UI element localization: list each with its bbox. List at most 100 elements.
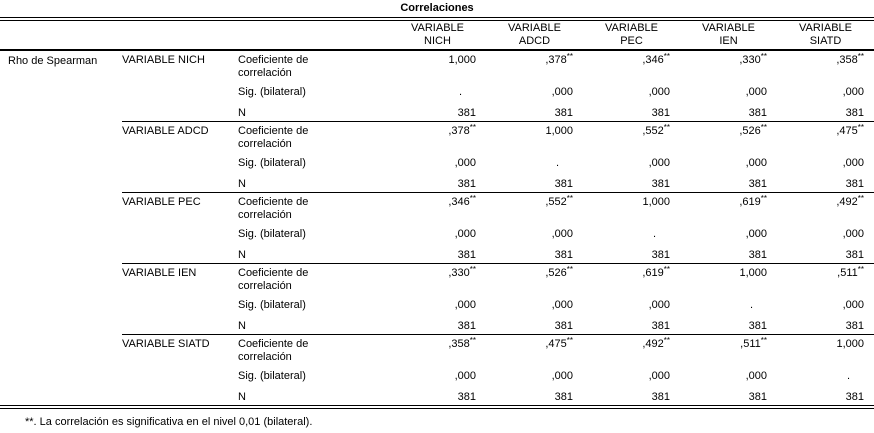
table-row: Sig. (bilateral) . ,000 ,000 ,000 ,000	[122, 83, 874, 104]
sig-value: ,000	[745, 228, 767, 240]
table-row: Sig. (bilateral) ,000 ,000 ,000 . ,000	[122, 296, 874, 317]
significance-asterisks: **	[566, 194, 573, 203]
significance-asterisks: **	[857, 123, 864, 132]
n-value: 381	[457, 107, 476, 119]
coef-value: ,619**	[642, 265, 670, 279]
n-value: 381	[651, 391, 670, 403]
coef-value: ,358**	[448, 336, 476, 350]
coef-value: ,552**	[642, 123, 670, 137]
n-value: 381	[457, 320, 476, 332]
significance-asterisks: **	[857, 52, 864, 61]
table-row: N 381 381 381 381 381	[122, 104, 874, 121]
header-rule	[0, 49, 874, 51]
table-row: N 381 381 381 381 381	[122, 246, 874, 263]
coef-value: ,346**	[448, 194, 476, 208]
variable-label: VARIABLE PEC	[122, 196, 201, 208]
coef-value: 1,000	[642, 196, 670, 208]
coef-value: ,511**	[837, 265, 864, 279]
sig-value: ,000	[648, 86, 670, 98]
coef-value: 1,000	[836, 338, 864, 350]
n-value: 381	[457, 391, 476, 403]
n-value: 381	[651, 320, 670, 332]
stat-label: N	[238, 249, 246, 261]
stat-label: N	[238, 107, 246, 119]
table-row: N 381 381 381 381 381	[122, 388, 874, 405]
sig-value: ,000	[551, 370, 573, 382]
significance-asterisks: **	[469, 194, 476, 203]
significance-asterisks: **	[760, 336, 767, 345]
block-siatd: VARIABLE SIATD Coeficiente de correlació…	[122, 334, 874, 405]
table-row: VARIABLE PEC Coeficiente de correlación …	[122, 193, 874, 225]
n-value: 381	[554, 178, 573, 190]
coef-value: 1,000	[545, 125, 573, 137]
n-value: 381	[554, 249, 573, 261]
table-row: VARIABLE NICH Coeficiente de correlación…	[122, 51, 874, 83]
corner-spacer	[0, 21, 389, 49]
variable-label: VARIABLE SIATD	[122, 338, 210, 350]
significance-asterisks: **	[469, 265, 476, 274]
n-value: 381	[651, 178, 670, 190]
n-value: 381	[845, 391, 864, 403]
sig-value: ,000	[745, 86, 767, 98]
variable-blocks: VARIABLE NICH Coeficiente de correlación…	[122, 51, 874, 405]
stat-label: N	[238, 391, 246, 403]
column-header-ien: VARIABLE IEN	[702, 22, 755, 47]
n-value: 381	[457, 249, 476, 261]
column-header-siatd: VARIABLE SIATD	[799, 22, 852, 47]
stat-label: Sig. (bilateral)	[238, 228, 306, 240]
coef-value: ,526**	[545, 265, 573, 279]
column-header-adcd: VARIABLE ADCD	[508, 22, 561, 47]
stat-label: Coeficiente de correlación	[238, 267, 309, 292]
stat-label: Coeficiente de correlación	[238, 125, 309, 150]
coef-value: ,330**	[448, 265, 476, 279]
coef-value: ,330**	[739, 52, 767, 66]
table-row: N 381 381 381 381 381	[122, 175, 874, 192]
table-row: Sig. (bilateral) ,000 . ,000 ,000 ,000	[122, 154, 874, 175]
table-row: VARIABLE SIATD Coeficiente de correlació…	[122, 335, 874, 367]
coef-value: ,378**	[545, 52, 573, 66]
stat-label: Sig. (bilateral)	[238, 157, 306, 169]
column-header-row: VARIABLE NICH VARIABLE ADCD VARIABLE PEC…	[0, 21, 874, 49]
sig-value: ,000	[842, 299, 864, 311]
significance-asterisks: **	[566, 336, 573, 345]
sig-value: ,000	[648, 157, 670, 169]
coef-value: ,475**	[836, 123, 864, 137]
significance-asterisks: **	[469, 336, 476, 345]
significance-asterisks: **	[566, 265, 573, 274]
bottom-double-rule	[0, 405, 874, 409]
coef-value: 1,000	[448, 54, 476, 66]
coef-value: ,619**	[739, 194, 767, 208]
n-value: 381	[748, 107, 767, 119]
significance-asterisks: **	[663, 52, 670, 61]
block-pec: VARIABLE PEC Coeficiente de correlación …	[122, 192, 874, 263]
significance-asterisks: **	[857, 265, 864, 274]
sig-value: .	[458, 86, 462, 98]
column-header-nich: VARIABLE NICH	[411, 22, 464, 47]
table-row: N 381 381 381 381 381	[122, 317, 874, 334]
sig-value: ,000	[454, 228, 476, 240]
n-value: 381	[748, 249, 767, 261]
sig-value: .	[555, 157, 559, 169]
table-body: Rho de Spearman VARIABLE NICH Coeficient…	[0, 51, 874, 405]
n-value: 381	[457, 178, 476, 190]
stat-label: Sig. (bilateral)	[238, 299, 306, 311]
sig-value: .	[846, 370, 850, 382]
n-value: 381	[554, 320, 573, 332]
significance-asterisks: **	[760, 194, 767, 203]
sig-value: ,000	[551, 228, 573, 240]
variable-label: VARIABLE ADCD	[122, 125, 209, 137]
significance-asterisks: **	[663, 336, 670, 345]
block-adcd: VARIABLE ADCD Coeficiente de correlación…	[122, 121, 874, 192]
n-value: 381	[845, 320, 864, 332]
sig-value: ,000	[454, 370, 476, 382]
coef-value: ,492**	[642, 336, 670, 350]
significance-asterisks: **	[566, 52, 573, 61]
n-value: 381	[554, 391, 573, 403]
coef-value: ,492**	[836, 194, 864, 208]
variable-label: VARIABLE IEN	[122, 267, 197, 279]
sig-value: ,000	[842, 228, 864, 240]
coef-value: ,526**	[739, 123, 767, 137]
n-value: 381	[845, 178, 864, 190]
stat-label: N	[238, 178, 246, 190]
